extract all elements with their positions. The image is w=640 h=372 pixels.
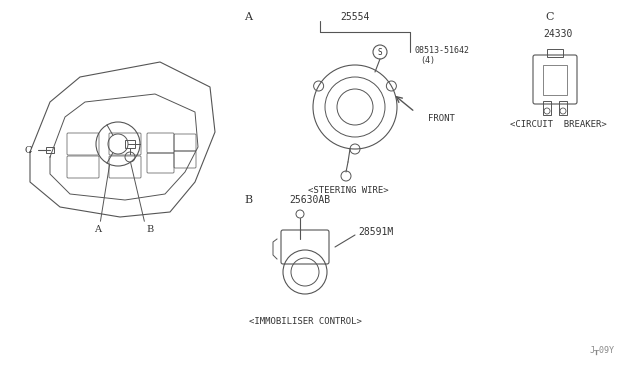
Text: <IMMOBILISER CONTROL>: <IMMOBILISER CONTROL> <box>248 317 362 327</box>
Bar <box>46 147 54 153</box>
Text: 25554: 25554 <box>340 12 370 22</box>
Bar <box>547 49 563 57</box>
Bar <box>559 101 567 115</box>
Text: 25630AB: 25630AB <box>289 195 331 205</box>
Text: C: C <box>24 145 32 154</box>
Text: FRONT: FRONT <box>428 113 455 122</box>
Text: 24330: 24330 <box>543 29 573 39</box>
Text: S: S <box>378 48 382 57</box>
Text: (4): (4) <box>420 55 435 64</box>
Text: <CIRCUIT  BREAKER>: <CIRCUIT BREAKER> <box>509 119 606 128</box>
Text: B: B <box>244 195 252 205</box>
Text: J┰09Y: J┰09Y <box>590 346 615 355</box>
Text: A: A <box>244 12 252 22</box>
Text: A: A <box>95 224 102 234</box>
Bar <box>543 65 567 95</box>
Text: 08513-51642: 08513-51642 <box>415 45 470 55</box>
Bar <box>125 140 135 148</box>
Text: C: C <box>546 12 554 22</box>
Text: 28591M: 28591M <box>358 227 393 237</box>
Text: B: B <box>147 224 154 234</box>
FancyArrowPatch shape <box>396 97 413 110</box>
Bar <box>543 101 551 115</box>
Text: <STEERING WIRE>: <STEERING WIRE> <box>308 186 388 195</box>
